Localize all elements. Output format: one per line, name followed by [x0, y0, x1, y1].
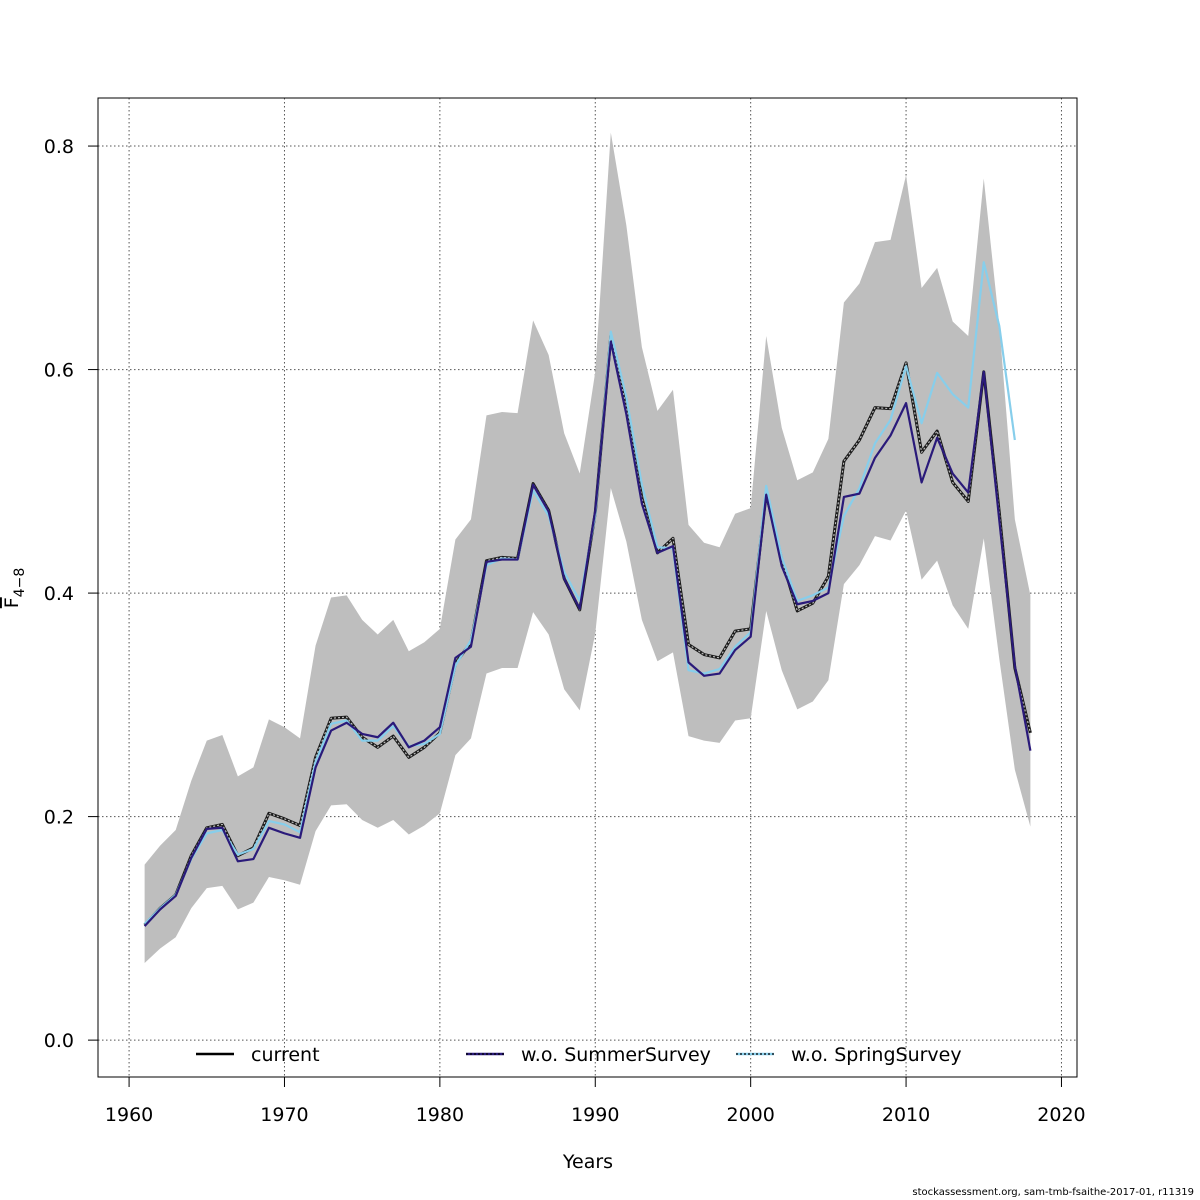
footer-credit: stockassessment.org, sam-tmb-fsaithe-201… [912, 1187, 1194, 1198]
legend-label: w.o. SpringSurvey [791, 1044, 962, 1066]
x-tick-label: 1980 [416, 1104, 464, 1126]
legend-label: current [251, 1044, 320, 1066]
y-tick-label: 0.2 [44, 807, 74, 829]
legend-item-w-o-summersurvey: w.o. SummerSurvey [466, 1044, 711, 1066]
y-axis-title-sub: 4−8 [12, 568, 28, 598]
legend-item-w-o-springsurvey: w.o. SpringSurvey [736, 1044, 962, 1066]
x-axis: 1960 1970 1980 1990 2000 2010 2020 [105, 1076, 1086, 1126]
y-tick-label: 0.6 [44, 360, 74, 382]
y-tick-label: 0.8 [44, 136, 74, 158]
series-line-w-o-summersurvey [143, 340, 1032, 927]
x-tick-label: 1960 [105, 1104, 153, 1126]
y-axis: 0.0 0.2 0.4 0.6 0.8 [44, 136, 99, 1052]
series-line-w-o-springsurvey [143, 261, 1016, 925]
x-axis-title: Years [562, 1151, 613, 1173]
y-tick-label: 0.4 [44, 583, 74, 605]
x-tick-label: 2000 [726, 1104, 774, 1126]
series-line-current-dots [144, 335, 1031, 926]
x-tick-label: 1990 [571, 1104, 619, 1126]
y-axis-title: F4−8 [1, 568, 28, 608]
confidence-band-layer [144, 132, 1031, 964]
x-tick-label: 2010 [882, 1104, 930, 1126]
y-axis-title-main: F [1, 597, 23, 608]
y-tick-label: 0.0 [44, 1030, 74, 1052]
confidence-band [144, 132, 1031, 964]
x-tick-label: 1970 [260, 1104, 308, 1126]
legend-item-current: current [196, 1044, 320, 1066]
x-tick-label: 2020 [1037, 1104, 1085, 1126]
series-lines-layer [143, 261, 1032, 927]
legend-label: w.o. SummerSurvey [521, 1044, 711, 1066]
legend: current w.o. SummerSurvey w.o. SpringSurve… [196, 1044, 962, 1066]
svg-text:F4−8: F4−8 [1, 568, 28, 608]
